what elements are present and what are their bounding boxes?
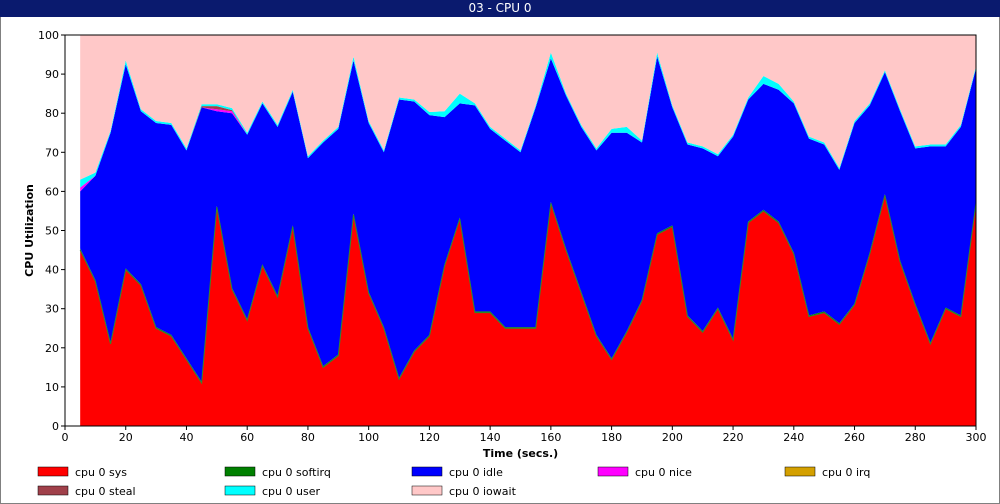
- legend-swatch-cpu-0-irq: [784, 466, 816, 477]
- legend-label-cpu-0-softirq: cpu 0 softirq: [262, 466, 331, 479]
- legend-label-cpu-0-user: cpu 0 user: [262, 485, 320, 498]
- x-tick-label: 40: [179, 431, 193, 444]
- area-cpu-0-iowait: [80, 35, 976, 180]
- x-tick-label: 160: [540, 431, 561, 444]
- x-tick-label: 300: [966, 431, 987, 444]
- window-title: 03 - CPU 0: [468, 1, 532, 15]
- y-tick-label: 30: [45, 303, 59, 316]
- legend-swatch-cpu-0-nice: [597, 466, 629, 477]
- y-tick-label: 80: [45, 107, 59, 120]
- y-tick-label: 0: [52, 420, 59, 433]
- legend-swatch-cpu-0-iowait: [411, 485, 443, 496]
- legend-swatch-cpu-0-sys: [37, 466, 69, 477]
- legend: cpu 0 sys cpu 0 softirq cpu 0 idle cpu 0 ni…: [37, 466, 870, 498]
- x-tick-label: 20: [119, 431, 133, 444]
- legend-label-cpu-0-irq: cpu 0 irq: [822, 466, 870, 479]
- x-tick-label: 0: [62, 431, 69, 444]
- y-tick-label: 20: [45, 342, 59, 355]
- y-tick-label: 40: [45, 264, 59, 277]
- x-tick-label: 120: [419, 431, 440, 444]
- sys-boundary-line: [79, 195, 977, 385]
- y-axis-title: CPU Utilization: [23, 184, 36, 277]
- legend-label-cpu-0-iowait: cpu 0 iowait: [449, 485, 517, 498]
- x-tick-label: 100: [358, 431, 379, 444]
- x-tick-label: 60: [240, 431, 254, 444]
- y-tick-label: 70: [45, 146, 59, 159]
- y-axis: 0 10 20 30 40 50 60 70 80 90 100: [38, 29, 65, 433]
- stacked-areas: [79, 35, 977, 426]
- window-title-bar: 03 - CPU 0: [0, 0, 1000, 17]
- x-tick-label: 180: [601, 431, 622, 444]
- area-cpu-0-sys: [80, 195, 976, 426]
- x-tick-label: 240: [783, 431, 804, 444]
- x-axis-title: Time (secs.): [483, 447, 558, 460]
- x-tick-label: 80: [301, 431, 315, 444]
- x-tick-label: 200: [662, 431, 683, 444]
- legend-label-cpu-0-steal: cpu 0 steal: [75, 485, 136, 498]
- y-tick-label: 90: [45, 68, 59, 81]
- y-tick-label: 10: [45, 381, 59, 394]
- legend-label-cpu-0-sys: cpu 0 sys: [75, 466, 127, 479]
- x-axis: 0 20 40 60 80 100 120 140 160 180 200 220 240 260 280 3…: [62, 426, 987, 444]
- legend-label-cpu-0-idle: cpu 0 idle: [449, 466, 503, 479]
- legend-swatch-cpu-0-user: [224, 485, 256, 496]
- y-tick-label: 50: [45, 225, 59, 238]
- x-tick-label: 280: [905, 431, 926, 444]
- y-tick-label: 100: [38, 29, 59, 42]
- legend-swatch-cpu-0-idle: [411, 466, 443, 477]
- legend-label-cpu-0-nice: cpu 0 nice: [635, 466, 692, 479]
- legend-swatch-cpu-0-softirq: [224, 466, 256, 477]
- x-tick-label: 140: [480, 431, 501, 444]
- y-tick-label: 60: [45, 185, 59, 198]
- x-tick-label: 260: [844, 431, 865, 444]
- x-tick-label: 220: [723, 431, 744, 444]
- legend-swatch-cpu-0-steal: [37, 485, 69, 496]
